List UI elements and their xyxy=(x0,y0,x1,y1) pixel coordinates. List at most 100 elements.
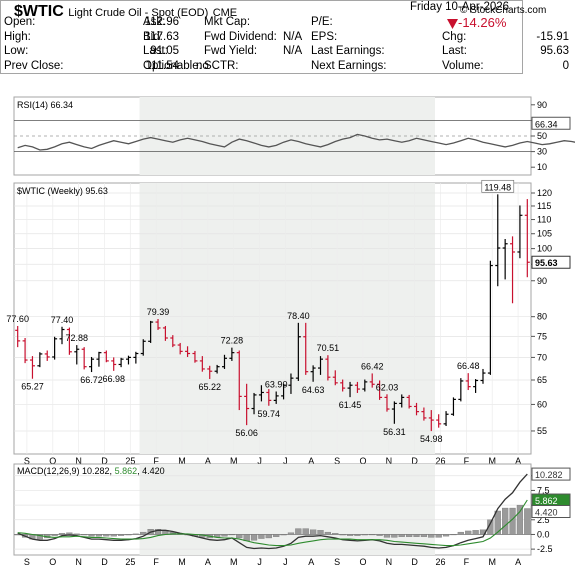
price-bar xyxy=(517,205,523,259)
price-bar xyxy=(192,350,198,363)
price-bar xyxy=(510,236,516,304)
price-tick-label: 55 xyxy=(537,426,547,436)
credit[interactable]: © StockCharts.com xyxy=(460,5,547,16)
macd-histogram-bar xyxy=(310,529,317,535)
price-bar xyxy=(37,352,43,368)
x-tick-label: S xyxy=(24,456,30,466)
price-annotation: 66.98 xyxy=(102,374,125,384)
price-annotation: 119.48 xyxy=(484,182,511,192)
macd-histogram-bar xyxy=(420,534,428,537)
macd-histogram-bar xyxy=(287,532,295,535)
exchange: CME xyxy=(212,7,238,19)
price-bar xyxy=(399,394,405,408)
change-percent: -14.26% xyxy=(458,15,507,30)
x-tick-label-bottom: F xyxy=(153,557,159,567)
price-bar xyxy=(244,383,250,426)
price-bar xyxy=(103,350,109,363)
price-bar xyxy=(221,354,227,369)
macd-histogram-bar xyxy=(502,507,509,535)
signal-value: 5.862 xyxy=(115,466,138,476)
price-annotation: 78.40 xyxy=(287,311,310,321)
price-chart[interactable]: 90 70 50 30 10 66.34 RSI(14) 66.34 120 115 110 105… xyxy=(0,90,575,575)
price-bar xyxy=(251,392,257,415)
macd-histogram-bar xyxy=(494,510,501,535)
rsi-tick-label: 90 xyxy=(537,100,547,110)
price-bar xyxy=(391,401,397,424)
macd-histogram-bar xyxy=(516,504,524,535)
price-tick-label: 65 xyxy=(537,375,547,385)
price-annotation: 72.28 xyxy=(221,336,244,346)
macd-last-box-text: 10.282 xyxy=(535,470,563,480)
x-tick-label: N xyxy=(386,456,393,466)
price-annotation: 59.74 xyxy=(258,409,281,419)
price-bar xyxy=(199,356,205,372)
x-tick-label: A xyxy=(308,456,314,466)
macd-histogram-bar xyxy=(398,534,405,537)
macd-last-box xyxy=(531,467,571,481)
macd-histogram-bar xyxy=(406,534,413,537)
price-tick-label: 90 xyxy=(537,276,547,286)
x-tick-label-bottom: 26 xyxy=(436,557,446,567)
price-bar xyxy=(236,350,242,411)
macd-histogram-bar xyxy=(36,534,43,540)
price-bar xyxy=(369,373,375,388)
price-bar xyxy=(214,364,220,374)
price-bar xyxy=(406,394,412,409)
x-tick-label-bottom: D xyxy=(411,557,418,567)
macd-histogram-bar xyxy=(391,534,398,538)
x-tick-label-bottom: J xyxy=(283,557,288,567)
price-bar xyxy=(15,325,21,348)
macd-histogram-bar xyxy=(361,534,368,536)
price-bar xyxy=(428,410,434,432)
macd-histogram-bar xyxy=(117,534,125,536)
price-bar xyxy=(310,365,316,382)
macd-tick-label: 2.5 xyxy=(537,515,550,525)
price-tick-label: 80 xyxy=(537,312,547,322)
macd-histogram-bar xyxy=(413,534,420,537)
price-annotation: 72.88 xyxy=(66,333,89,343)
price-bar xyxy=(229,347,235,361)
price-tick-label: 100 xyxy=(537,244,552,254)
macd-histogram-bar xyxy=(81,534,88,536)
price-bar xyxy=(303,322,309,375)
macd-histogram-bar xyxy=(332,533,339,535)
macd-histogram-bar xyxy=(228,534,235,536)
macd-tick-label: -2.5 xyxy=(537,544,553,554)
macd-title: MACD(12,26,9) 10.282, 5.862, 4.420 xyxy=(17,466,165,476)
price-bar xyxy=(465,373,471,391)
price-bar xyxy=(524,199,530,278)
price-bar xyxy=(502,239,508,280)
quote-label: Mkt Cap: xyxy=(204,16,251,28)
macd-histogram-bar xyxy=(66,532,73,535)
price-bar xyxy=(325,355,331,381)
x-tick-label-bottom: 25 xyxy=(125,557,135,567)
price-bar xyxy=(377,380,383,400)
rsi-last-box xyxy=(531,116,571,130)
price-bar xyxy=(288,373,294,394)
quote-value: no xyxy=(196,59,209,72)
macd-histogram-bar xyxy=(302,528,309,535)
price-bar xyxy=(347,381,353,398)
macd-histogram-bar xyxy=(354,534,361,536)
quote-value: N/A xyxy=(283,45,303,57)
x-tick-label: M xyxy=(230,456,238,466)
price-bar xyxy=(125,355,131,365)
x-tick-label-bottom: A xyxy=(308,557,314,567)
x-tick-label-bottom: O xyxy=(359,557,366,567)
price-bar xyxy=(266,389,272,406)
price-bar xyxy=(89,356,95,373)
price-bar xyxy=(258,385,264,402)
quote-date: Friday 10-Apr-2026 xyxy=(410,1,510,13)
rsi-line xyxy=(17,133,575,151)
price-bar xyxy=(458,378,464,402)
quote-label: Ask: xyxy=(143,16,166,28)
price-bar xyxy=(162,325,168,341)
price-bar xyxy=(362,379,368,392)
price-bar xyxy=(384,394,390,412)
x-tick-label: S xyxy=(334,456,340,466)
signal-last-box-text: 5.862 xyxy=(535,496,558,506)
symbol: $WTIC xyxy=(14,3,64,20)
price-annotation: 64.63 xyxy=(302,385,325,395)
x-tick-label: 25 xyxy=(125,456,135,466)
security-name: Light Crude Oil - Spot (EOD) xyxy=(68,7,209,19)
